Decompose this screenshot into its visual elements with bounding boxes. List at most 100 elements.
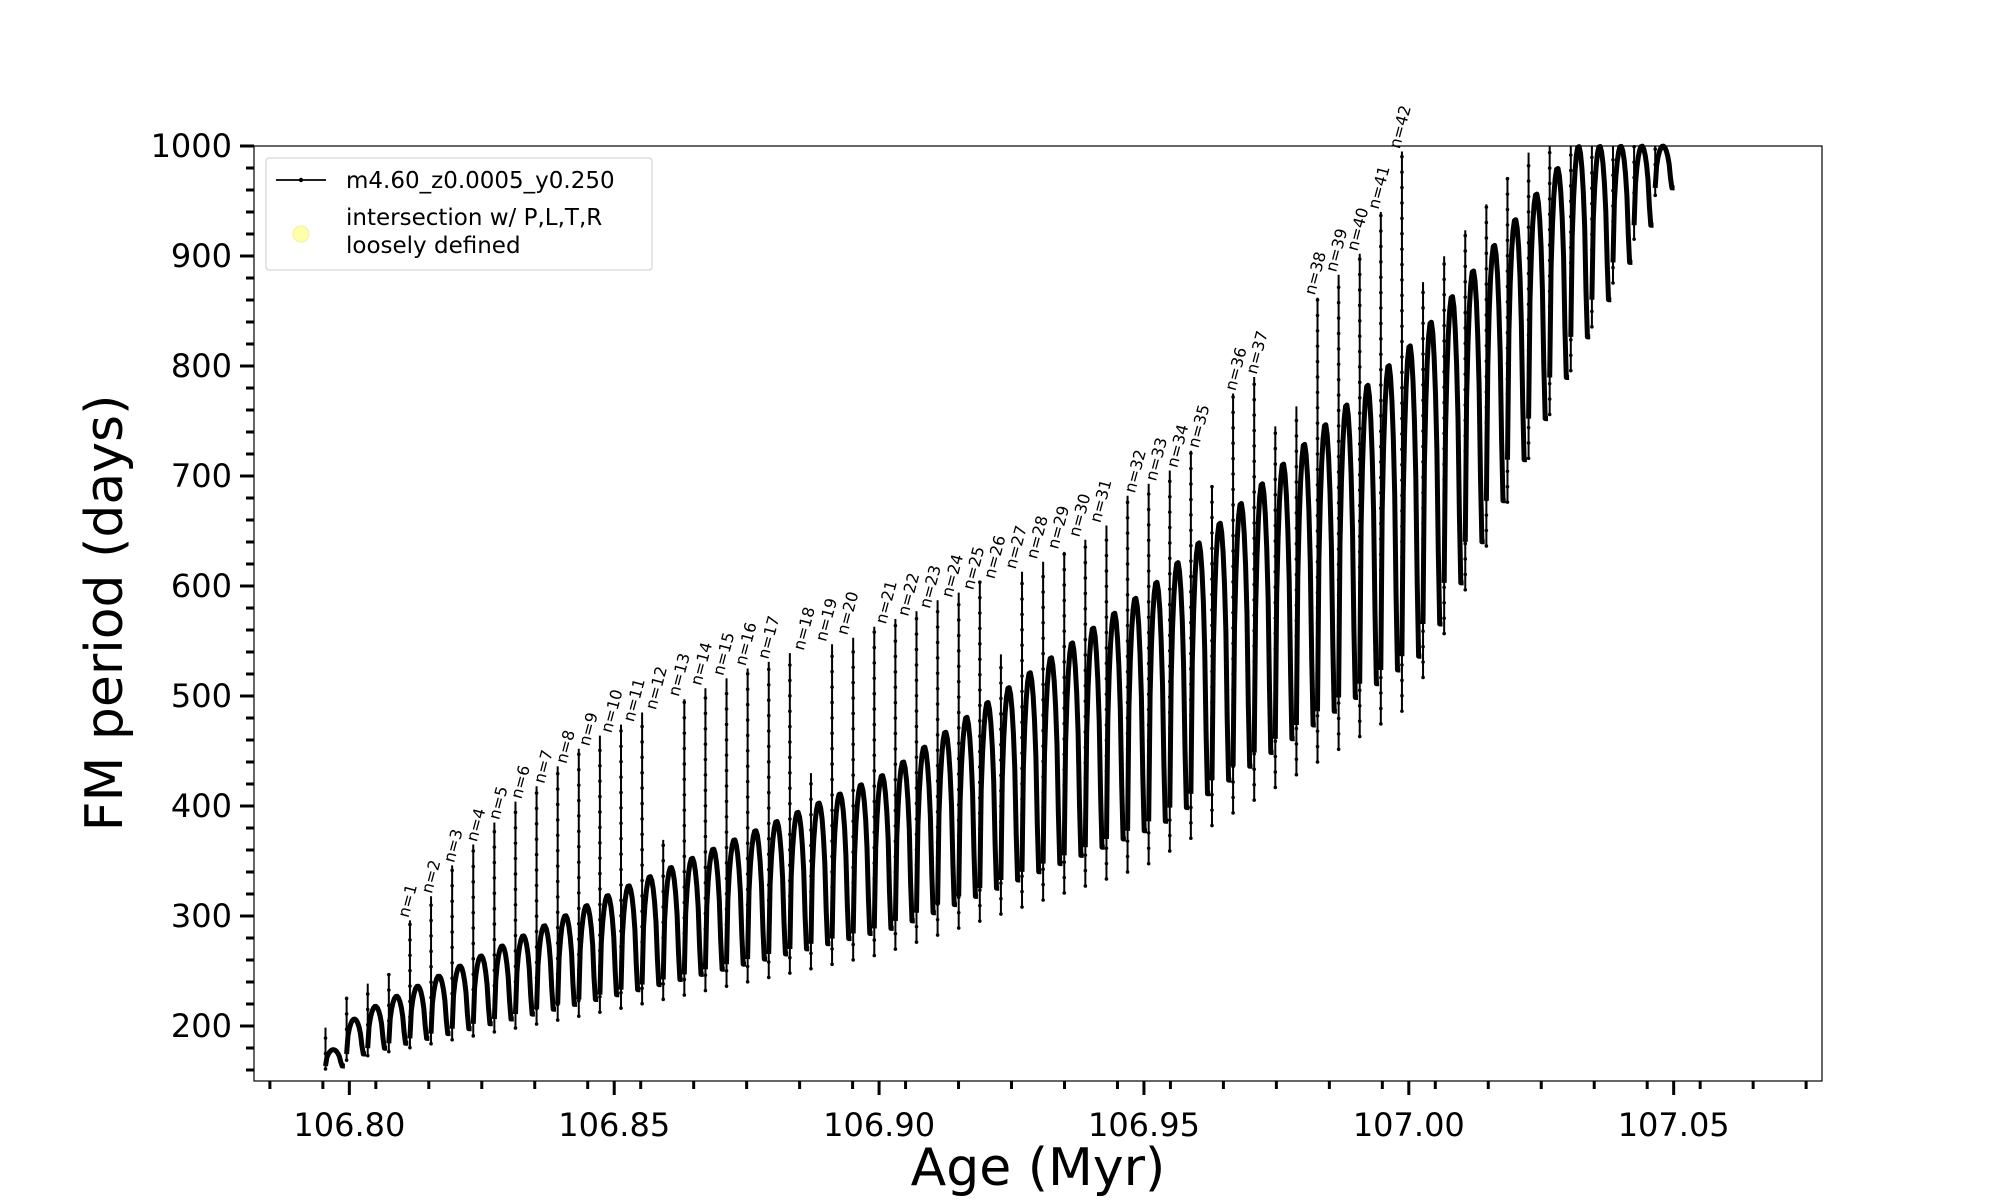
spike-point bbox=[1484, 343, 1489, 348]
spike-point bbox=[935, 825, 940, 830]
spike-point bbox=[851, 896, 855, 901]
spike-point bbox=[809, 782, 813, 786]
y-tick-label: 800 bbox=[171, 347, 232, 385]
spike-point bbox=[619, 990, 623, 995]
spike-point bbox=[1568, 184, 1573, 188]
pulse-cycle bbox=[1610, 143, 1634, 265]
spike-point bbox=[492, 891, 497, 896]
spike-point bbox=[851, 911, 855, 916]
spike-point bbox=[640, 724, 644, 729]
spike-point bbox=[1379, 383, 1383, 387]
spike-point bbox=[724, 784, 729, 788]
spike-point bbox=[1336, 362, 1341, 367]
spike-point bbox=[809, 920, 813, 925]
spike-point bbox=[1125, 762, 1130, 766]
spike-point bbox=[1083, 653, 1088, 657]
spike-point bbox=[1336, 331, 1341, 336]
spike-point bbox=[1421, 506, 1425, 510]
spike-point bbox=[1463, 464, 1468, 469]
spike-point bbox=[851, 819, 855, 824]
spike-point bbox=[1379, 660, 1383, 665]
spike-point bbox=[1273, 523, 1278, 528]
spike-point bbox=[1590, 186, 1594, 191]
spike-point bbox=[1273, 462, 1278, 466]
spike-point bbox=[1632, 191, 1636, 195]
spike-point bbox=[1526, 271, 1531, 276]
spike-point bbox=[1104, 553, 1109, 558]
spike-point bbox=[914, 909, 919, 914]
spike-point bbox=[387, 1049, 391, 1054]
spike-point bbox=[1442, 616, 1446, 621]
spike-point bbox=[851, 711, 855, 716]
spike-point bbox=[1590, 171, 1594, 175]
spike-point bbox=[1294, 726, 1299, 731]
spike-point bbox=[1484, 390, 1489, 394]
spike-point bbox=[1167, 679, 1172, 684]
spike-point bbox=[661, 920, 666, 925]
spike-point bbox=[703, 773, 708, 777]
spike-point bbox=[1611, 234, 1615, 239]
spike-point bbox=[872, 845, 877, 850]
spike-point bbox=[1083, 837, 1088, 842]
spike-point bbox=[408, 999, 412, 1004]
spike-point bbox=[555, 987, 560, 992]
spike-point bbox=[1379, 537, 1383, 541]
spike-point bbox=[1379, 429, 1383, 434]
spike-point bbox=[745, 964, 750, 969]
spike-point bbox=[365, 992, 370, 996]
spike-point bbox=[1357, 626, 1362, 631]
spike-point bbox=[1210, 638, 1214, 643]
spike-point bbox=[935, 686, 940, 691]
spike-point bbox=[703, 696, 708, 700]
spike-point bbox=[872, 815, 877, 819]
spike-point bbox=[1231, 441, 1235, 446]
spike-point bbox=[1210, 561, 1214, 566]
spike-point bbox=[513, 841, 518, 845]
spike-point bbox=[851, 927, 855, 931]
spike-point bbox=[1315, 606, 1320, 610]
spike-point bbox=[471, 910, 476, 915]
spike-point bbox=[1104, 800, 1109, 804]
spike-point bbox=[1125, 592, 1130, 597]
spike-point bbox=[1189, 528, 1193, 533]
spike-point bbox=[534, 945, 539, 949]
spike-point bbox=[598, 779, 602, 783]
spike-point bbox=[956, 849, 961, 853]
spike-point bbox=[471, 1003, 476, 1007]
spike-point bbox=[1379, 506, 1383, 511]
spike-point bbox=[576, 1014, 581, 1018]
spike-point bbox=[1547, 351, 1552, 355]
spike-point bbox=[513, 995, 518, 999]
spike-point bbox=[914, 678, 919, 683]
spike-point bbox=[555, 864, 560, 868]
spike-point bbox=[956, 726, 961, 730]
spike-point bbox=[724, 953, 729, 958]
spike-point bbox=[724, 691, 729, 696]
spike-point bbox=[1146, 831, 1151, 835]
spike-point bbox=[344, 1058, 349, 1062]
spike-point bbox=[766, 944, 771, 949]
spike-point bbox=[1083, 591, 1088, 596]
spike-point bbox=[1336, 439, 1341, 444]
spike-point bbox=[598, 856, 602, 860]
spike-point bbox=[1189, 836, 1193, 841]
spike-point bbox=[703, 757, 708, 762]
spike-point bbox=[492, 876, 497, 880]
spike-point bbox=[1568, 338, 1573, 342]
spike-point bbox=[1315, 328, 1320, 333]
spike-point bbox=[1484, 467, 1489, 471]
pulse-annotation: n=37 bbox=[1242, 329, 1272, 376]
spike-point bbox=[1210, 515, 1214, 520]
spike-point bbox=[1400, 293, 1404, 298]
spike-point bbox=[1210, 592, 1214, 597]
spike-point bbox=[1020, 812, 1024, 817]
spike-point bbox=[809, 797, 813, 802]
spike-point bbox=[1315, 575, 1320, 579]
spike-point bbox=[1231, 503, 1235, 507]
pulse-cycle bbox=[407, 983, 431, 1041]
spike-point bbox=[1231, 610, 1235, 615]
spike-point bbox=[935, 887, 940, 891]
spike-point bbox=[619, 790, 623, 795]
spike-point bbox=[555, 833, 560, 838]
spike-point bbox=[1062, 644, 1067, 649]
